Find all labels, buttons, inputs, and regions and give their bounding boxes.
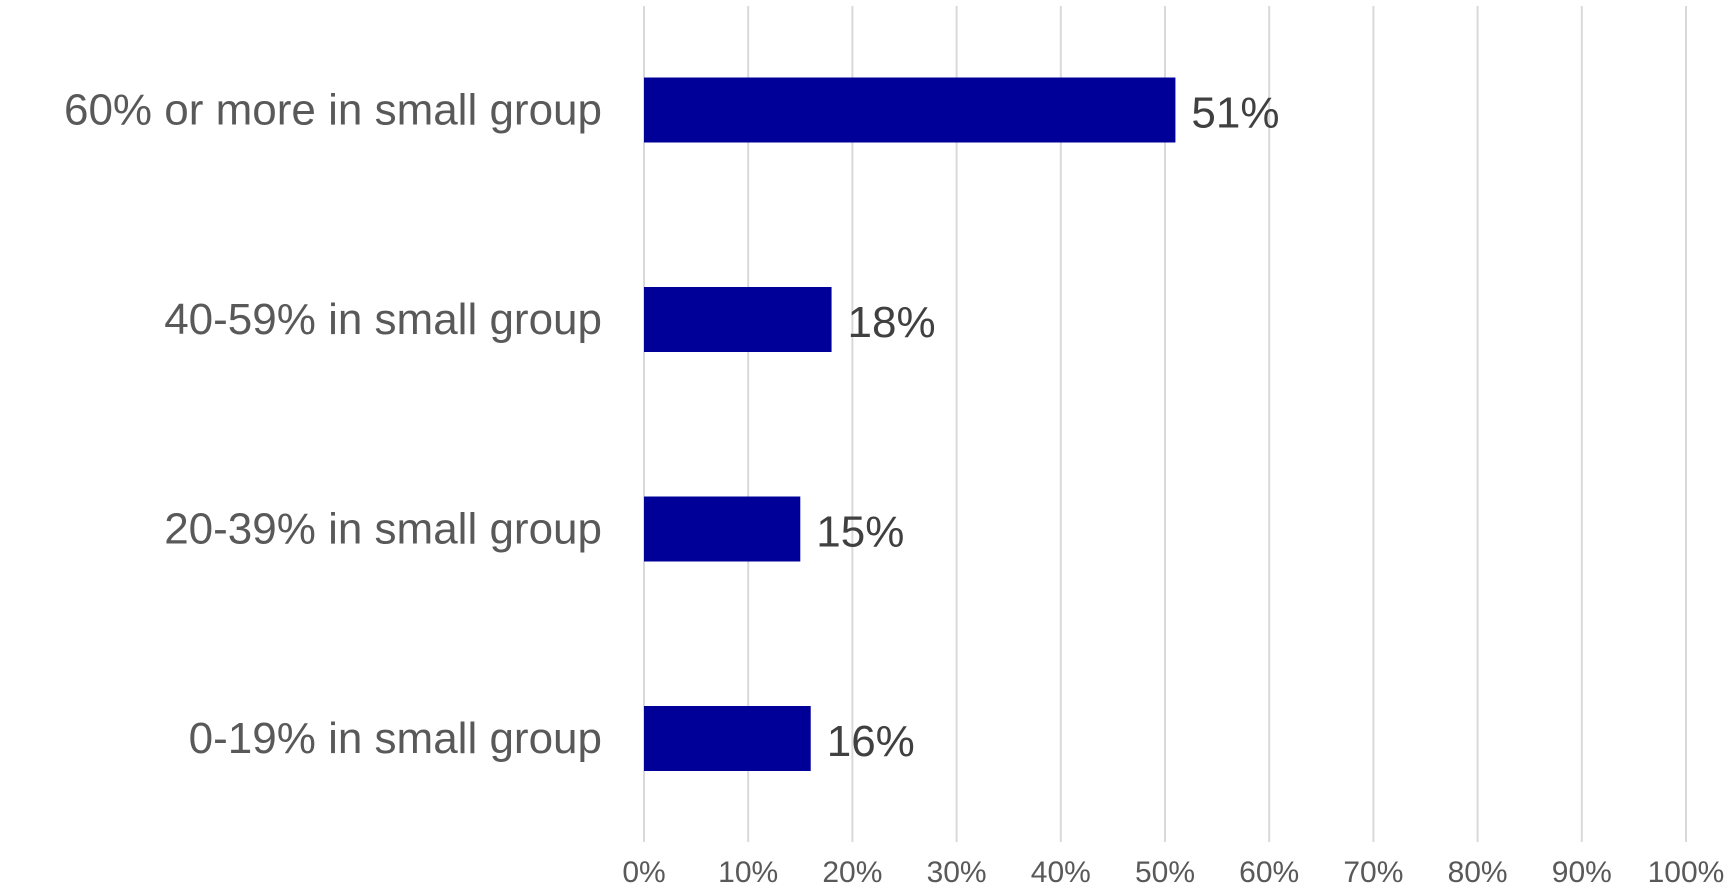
- x-tick-label: 80%: [1448, 856, 1508, 889]
- x-tick-label: 70%: [1343, 856, 1403, 889]
- category-label: 60% or more in small group: [64, 86, 602, 135]
- category-label: 0-19% in small group: [189, 714, 602, 763]
- gridlines: [643, 6, 1687, 842]
- x-tick-label: 50%: [1135, 856, 1195, 889]
- x-axis-tick-labels: 0% 10% 20% 30% 40% 50% 60% 70% 80% 90% 100%: [622, 856, 1724, 889]
- bar: [644, 287, 832, 352]
- x-tick-label: 60%: [1239, 856, 1299, 889]
- data-labels: 51% 18% 15% 16%: [816, 89, 1279, 767]
- x-tick-label: 0%: [622, 856, 665, 889]
- bar: [644, 706, 811, 771]
- x-tick-label: 40%: [1031, 856, 1091, 889]
- data-label: 15%: [816, 508, 904, 557]
- x-tick-label: 100%: [1648, 856, 1725, 889]
- x-tick-label: 90%: [1552, 856, 1612, 889]
- data-label: 16%: [827, 717, 915, 766]
- bars: [644, 77, 1176, 771]
- bar: [644, 496, 801, 562]
- category-label: 40-59% in small group: [164, 295, 602, 344]
- category-labels: 60% or more in small group 40-59% in smal…: [64, 86, 602, 764]
- data-label: 51%: [1191, 89, 1279, 138]
- x-tick-label: 30%: [927, 856, 987, 889]
- x-tick-label: 10%: [718, 856, 778, 889]
- category-label: 20-39% in small group: [164, 505, 602, 554]
- x-tick-label: 20%: [822, 856, 882, 889]
- data-label: 18%: [848, 298, 936, 347]
- bar: [644, 77, 1176, 143]
